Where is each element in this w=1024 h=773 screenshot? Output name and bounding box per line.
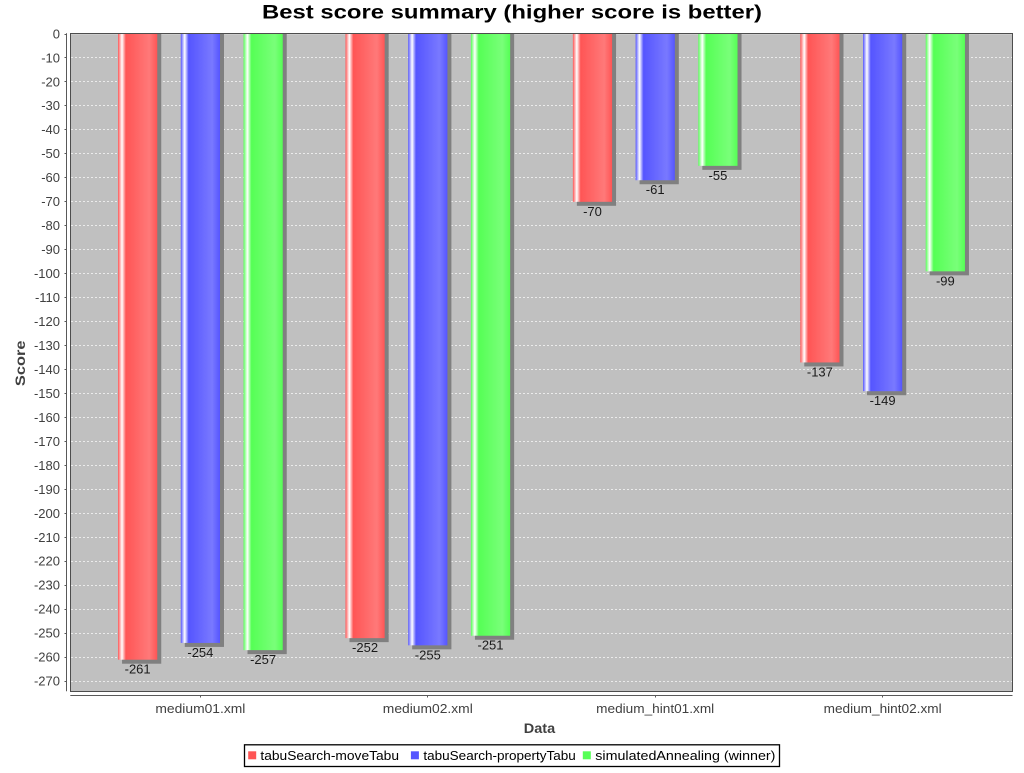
svg-text:-137: -137: [807, 364, 833, 379]
svg-text:-40: -40: [41, 122, 60, 137]
svg-text:-70: -70: [583, 204, 602, 219]
svg-text:Data: Data: [524, 720, 556, 736]
svg-text:-55: -55: [709, 168, 728, 183]
svg-text:-50: -50: [41, 146, 60, 161]
svg-text:medium_hint01.xml: medium_hint01.xml: [596, 701, 714, 716]
svg-text:-200: -200: [34, 506, 60, 521]
svg-text:-60: -60: [41, 170, 60, 185]
svg-text:-250: -250: [34, 626, 60, 641]
svg-text:Score: Score: [12, 340, 28, 386]
svg-text:Best score summary (higher sco: Best score summary (higher score is bett…: [262, 3, 762, 24]
svg-text:-130: -130: [34, 338, 60, 353]
svg-text:tabuSearch-propertyTabu: tabuSearch-propertyTabu: [423, 748, 575, 763]
svg-text:-149: -149: [870, 393, 896, 408]
svg-text:-70: -70: [41, 194, 60, 209]
svg-text:-255: -255: [415, 647, 441, 662]
svg-text:-270: -270: [34, 674, 60, 689]
svg-text:tabuSearch-moveTabu: tabuSearch-moveTabu: [260, 748, 399, 763]
svg-text:-61: -61: [646, 182, 665, 197]
svg-text:-90: -90: [41, 242, 60, 257]
svg-text:-210: -210: [34, 530, 60, 545]
svg-text:-140: -140: [34, 362, 60, 377]
svg-text:medium02.xml: medium02.xml: [383, 701, 473, 716]
svg-text:-120: -120: [34, 314, 60, 329]
svg-text:medium01.xml: medium01.xml: [155, 701, 245, 716]
svg-text:medium_hint02.xml: medium_hint02.xml: [824, 701, 942, 716]
svg-text:-230: -230: [34, 578, 60, 593]
svg-text:-240: -240: [34, 602, 60, 617]
svg-text:-190: -190: [34, 482, 60, 497]
svg-text:-257: -257: [250, 652, 276, 667]
svg-text:-180: -180: [34, 458, 60, 473]
svg-text:0: 0: [53, 26, 60, 41]
svg-text:-80: -80: [41, 218, 60, 233]
svg-text:-160: -160: [34, 410, 60, 425]
svg-text:-254: -254: [187, 645, 213, 660]
svg-text:-150: -150: [34, 386, 60, 401]
svg-text:-252: -252: [352, 640, 378, 655]
svg-text:-170: -170: [34, 434, 60, 449]
svg-text:-99: -99: [936, 273, 955, 288]
svg-text:-110: -110: [35, 290, 60, 305]
svg-text:-20: -20: [41, 74, 60, 89]
svg-text:-100: -100: [34, 266, 60, 281]
svg-text:-30: -30: [41, 98, 60, 113]
svg-text:-10: -10: [41, 50, 60, 65]
svg-text:simulatedAnnealing (winner): simulatedAnnealing (winner): [595, 748, 775, 763]
svg-text:-251: -251: [478, 638, 504, 653]
svg-text:-261: -261: [125, 662, 151, 677]
svg-text:-260: -260: [34, 650, 60, 665]
svg-text:-220: -220: [34, 554, 60, 569]
